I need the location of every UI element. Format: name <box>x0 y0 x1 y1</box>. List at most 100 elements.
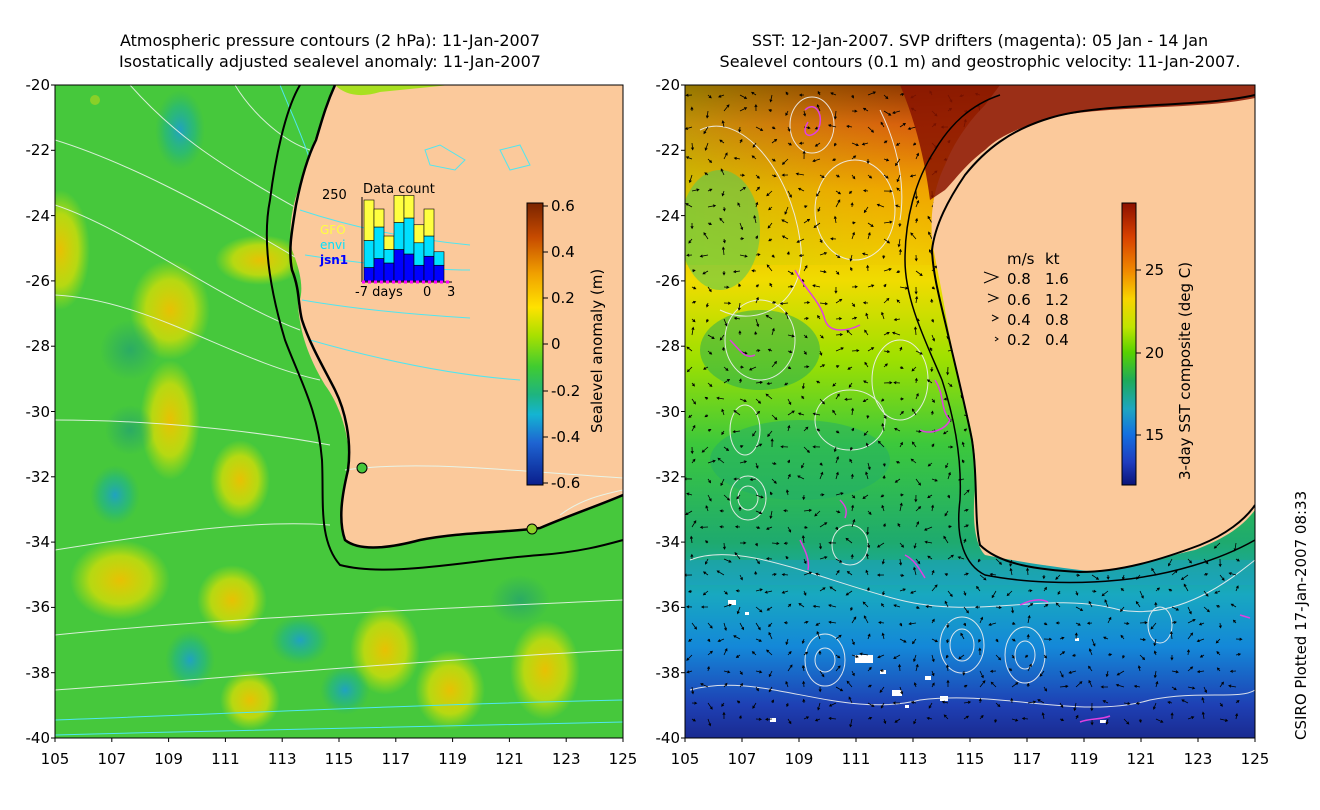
velocity-arrow <box>865 553 869 560</box>
velocity-arrow <box>787 526 792 533</box>
inset-bar-jsn1 <box>393 249 405 282</box>
velocity-arrow <box>866 414 870 419</box>
left-lon-tick-label: 123 <box>551 750 581 768</box>
velocity-arrow <box>944 573 949 577</box>
velocity-arrow <box>835 393 840 400</box>
velocity-arrow <box>835 492 844 496</box>
velocity-arrow <box>850 606 854 612</box>
velocity-arrow <box>704 558 709 565</box>
velocity-arrow <box>947 494 950 499</box>
velocity-arrow <box>688 238 693 244</box>
velocity-arrow <box>897 522 901 528</box>
velocity-arrow <box>1057 590 1061 595</box>
velocity-arrow <box>876 573 885 577</box>
velocity-arrow <box>739 574 743 581</box>
velocity-arrow <box>1115 683 1125 688</box>
velocity-arrow <box>975 605 981 609</box>
right-lat-tick-label: -26 <box>655 271 681 290</box>
velocity-arrow <box>928 702 933 709</box>
velocity-arrow <box>755 186 760 192</box>
velocity-arrow <box>706 665 711 672</box>
velocity-arrow <box>814 510 821 517</box>
velocity-arrow <box>755 296 759 304</box>
velocity-arrow <box>1219 718 1229 722</box>
velocity-arrow <box>1088 679 1093 688</box>
velocity-arrow <box>946 622 950 629</box>
velocity-arrow <box>783 621 789 625</box>
left-cb-tick: -0.2 <box>551 382 581 400</box>
left-lat-tick-label: -32 <box>25 467 51 486</box>
inset-bar-envi <box>413 242 425 266</box>
velocity-arrow <box>771 138 778 144</box>
velocity-arrow <box>851 670 855 677</box>
velocity-arrow <box>691 458 696 464</box>
velocity-arrow <box>1059 718 1065 722</box>
velocity-arrow <box>739 460 748 464</box>
velocity-arrow <box>995 702 1001 708</box>
velocity-arrow <box>1027 589 1033 593</box>
velocity-arrow <box>835 665 841 672</box>
velocity-arrow <box>883 297 890 304</box>
velocity-arrow <box>819 556 828 560</box>
velocity-arrow <box>898 663 902 672</box>
right-lat-tick-label: -20 <box>655 76 681 94</box>
velocity-arrow <box>1008 668 1013 672</box>
velocity-arrow <box>835 190 842 195</box>
velocity-arrow <box>702 590 709 596</box>
velocity-arrow <box>771 174 777 178</box>
velocity-arrow <box>691 686 695 695</box>
velocity-arrow <box>835 471 839 480</box>
velocity-arrow <box>787 190 792 198</box>
velocity-arrow <box>927 462 933 467</box>
velocity-arrow <box>894 427 901 432</box>
velocity-arrow <box>947 554 954 560</box>
velocity-arrow <box>723 152 728 160</box>
velocity-arrow <box>1074 632 1078 640</box>
inset-xlabel-zero: 0 <box>423 285 432 300</box>
velocity-arrow <box>864 361 869 368</box>
velocity-arrow <box>913 718 917 725</box>
left-lat-tick-label: -38 <box>25 663 51 682</box>
velocity-arrow <box>833 446 837 453</box>
velocity-arrow <box>1011 654 1015 659</box>
velocity-arrow <box>803 365 810 369</box>
velocity-arrow <box>1150 622 1157 630</box>
velocity-arrow <box>835 654 841 659</box>
velocity-arrow <box>910 590 917 594</box>
velocity-arrow <box>828 716 837 721</box>
velocity-arrow <box>1183 583 1189 592</box>
velocity-arrow <box>1006 590 1013 597</box>
velocity-arrow <box>1235 700 1240 704</box>
velocity-arrow <box>963 508 969 512</box>
right-colorbar-label: 3-day SST composite (deg C) <box>1176 261 1194 480</box>
velocity-arrow <box>723 558 732 563</box>
velocity-arrow <box>861 142 869 146</box>
velocity-arrow <box>1138 718 1142 724</box>
velocity-arrow <box>1091 638 1096 647</box>
velocity-arrow <box>819 493 825 497</box>
velocity-arrow <box>963 684 968 688</box>
velocity-arrow <box>755 494 764 499</box>
velocity-arrow <box>1101 590 1109 597</box>
velocity-arrow <box>771 478 777 484</box>
velocity-arrow <box>863 430 869 436</box>
velocity-arrow <box>1011 682 1019 688</box>
velocity-arrow <box>818 686 822 693</box>
velocity-arrow <box>931 638 939 643</box>
velocity-arrow <box>783 509 789 513</box>
left-lat-tick-label: -36 <box>25 598 51 617</box>
velocity-arrow <box>685 510 693 516</box>
velocity-arrow <box>899 558 903 566</box>
velocity-arrow <box>691 326 695 336</box>
velocity-arrow <box>961 441 965 448</box>
velocity-arrow <box>755 349 761 353</box>
velocity-arrow <box>846 680 853 688</box>
velocity-arrow <box>1219 681 1224 688</box>
velocity-arrow <box>849 266 853 272</box>
velocity-arrow <box>801 638 805 644</box>
velocity-arrow <box>1228 572 1237 576</box>
velocity-arrow <box>755 443 763 448</box>
velocity-arrow <box>721 702 725 707</box>
velocity-arrow <box>785 638 789 646</box>
velocity-arrow <box>835 254 841 259</box>
